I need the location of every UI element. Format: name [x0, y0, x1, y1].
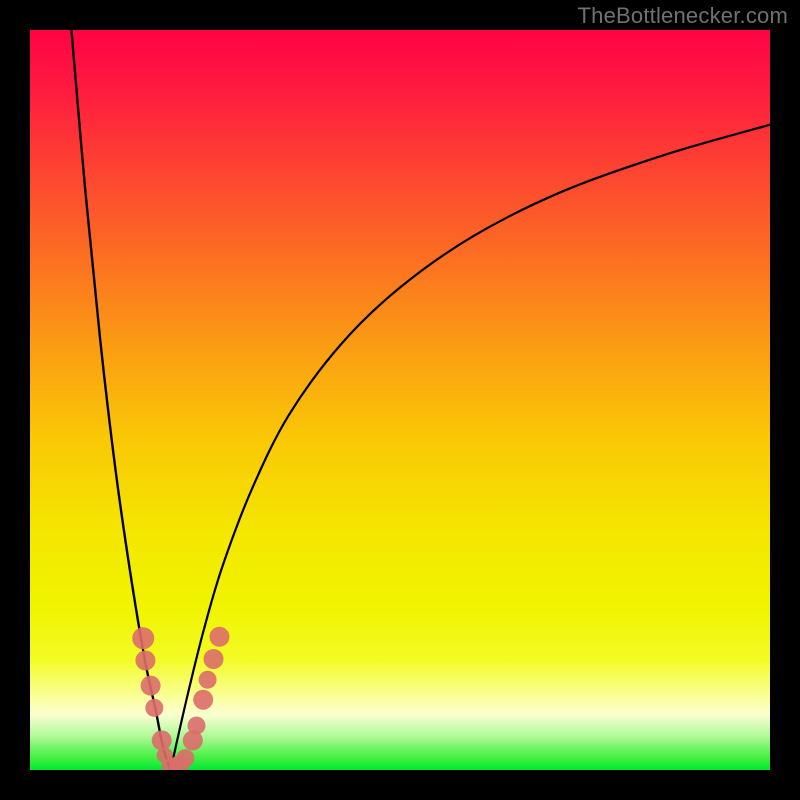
frame-border-right [770, 0, 800, 800]
bottleneck-curve-chart [0, 0, 800, 800]
data-marker [135, 650, 155, 670]
frame-border-bottom [0, 770, 800, 800]
data-marker [188, 717, 206, 735]
data-marker [145, 699, 163, 717]
data-marker [209, 627, 229, 647]
data-marker [152, 730, 172, 750]
frame-border-left [0, 0, 30, 800]
watermark-text: TheBottlenecker.com [578, 3, 788, 29]
data-marker [132, 627, 154, 649]
data-marker [199, 671, 217, 689]
data-marker [193, 690, 213, 710]
data-marker [204, 649, 224, 669]
chart-stage: TheBottlenecker.com [0, 0, 800, 800]
data-marker [141, 676, 161, 696]
data-marker [176, 749, 194, 767]
